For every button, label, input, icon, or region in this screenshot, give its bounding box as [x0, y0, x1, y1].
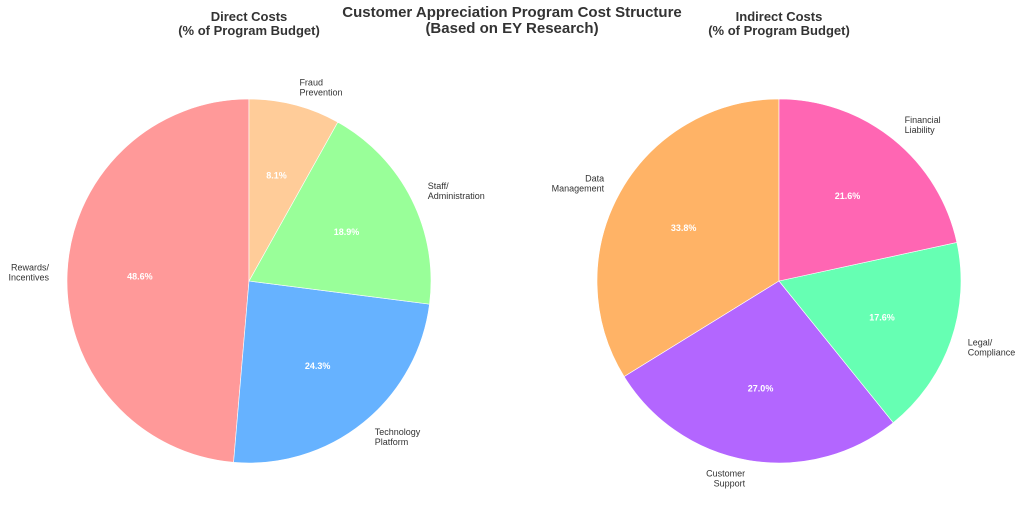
slice-percent-label: 24.3%	[305, 361, 331, 371]
slice-category-label: Legal/Compliance	[968, 338, 1016, 358]
slice-percent-label: 48.6%	[127, 271, 153, 281]
figure-title: Customer Appreciation Program Cost Struc…	[0, 5, 1024, 37]
slice-percent-label: 18.9%	[334, 227, 360, 237]
slice-percent-label: 33.8%	[671, 223, 697, 233]
slice-percent-label: 8.1%	[266, 170, 287, 180]
pie-chart-1: Direct Costs (% of Program Budget) 48.6% Re…	[8, 9, 485, 464]
pie-slice	[778, 98, 958, 282]
slice-percent-label: 21.6%	[835, 191, 861, 201]
slice-category-label: Staff/Administration	[428, 181, 485, 201]
pie-slice	[623, 280, 894, 464]
pie-slice	[596, 98, 780, 377]
pie-slice	[233, 280, 430, 464]
pie-chart-2: Indirect Costs (% of Program Budget) 33.8%…	[552, 9, 1016, 488]
slice-percent-label: 27.0%	[748, 384, 774, 394]
pie-slice	[248, 98, 339, 283]
figure-title-line-2: (Based on EY Research)	[425, 20, 599, 37]
pie-chart-title: Indirect Costs (% of Program Budget)	[708, 9, 850, 38]
slice-category-label: Customer Support	[706, 468, 746, 488]
pie-slice	[66, 98, 250, 463]
figure-title-line-1: Customer Appreciation Program Cost Struc…	[342, 4, 682, 21]
pie-chart-title: Direct Costs (% of Program Budget)	[178, 9, 320, 38]
slice-category-label: Data Management	[552, 173, 605, 193]
slice-category-label: Financial Liability	[905, 115, 941, 135]
pie-slice	[248, 121, 432, 305]
pie-slice	[778, 242, 962, 424]
slice-category-label: Rewards/Incentives	[8, 263, 49, 283]
slice-percent-label: 17.6%	[869, 312, 895, 322]
slice-category-label: Fraud Prevention	[299, 77, 342, 97]
slice-category-label: Technology Platform	[375, 427, 421, 447]
